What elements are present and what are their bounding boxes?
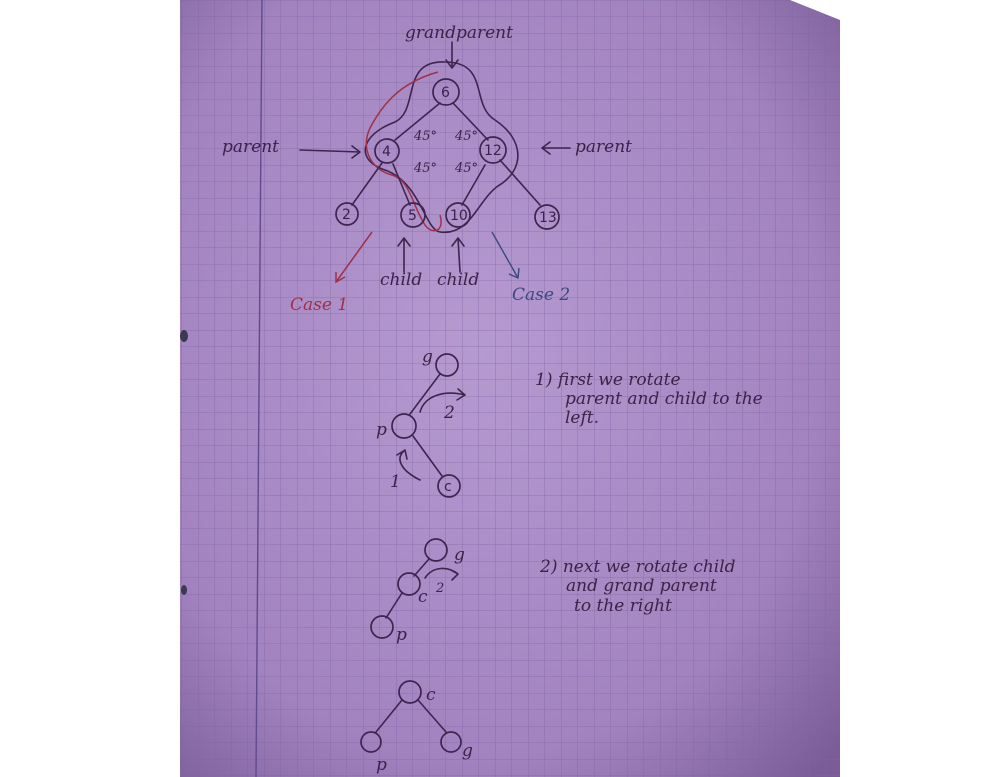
step3-c-label: c [426, 685, 436, 705]
rotation-step-1: g p c 2 1 1) first we rotate parent and … [376, 347, 763, 498]
rotation-result: c p g [360, 680, 473, 775]
step1-arrow-2: 2 [443, 403, 455, 423]
step1-note-line2: parent and child to the [565, 389, 763, 409]
angle-label: 45° [413, 129, 437, 144]
node-6: 6 [441, 85, 450, 101]
node-13: 13 [539, 210, 557, 226]
parent-left-label: parent [222, 137, 279, 157]
step2-note-line2: and grand parent [566, 576, 717, 596]
parent-right-label: parent [575, 137, 632, 157]
step1-g-label: g [422, 347, 433, 367]
node-5: 5 [408, 208, 417, 224]
paper-sheet [180, 0, 840, 777]
step2-g-label: g [454, 545, 465, 565]
step1-note-line3: left. [565, 408, 599, 428]
case-1-label: Case 1 [290, 295, 348, 315]
step1-note-line1: 1) first we rotate [535, 370, 681, 390]
node-2: 2 [342, 207, 351, 223]
child-right-label: child [437, 270, 479, 290]
child-left-label: child [380, 270, 422, 290]
step3-p-label: p [376, 755, 387, 775]
step2-c-label: c [418, 587, 428, 607]
rotation-step-2: g c p 2 2) next we rotate child and gran… [370, 538, 736, 645]
step2-note-line3: to the right [574, 596, 672, 616]
red-black-tree-diagram: grandparent 6 4 12 2 5 10 13 45° 45° 45°… [222, 23, 632, 315]
grandparent-label: grandparent [405, 23, 513, 43]
step2-arrow-2: 2 [435, 581, 444, 596]
angle-label: 45° [413, 161, 437, 176]
case-2-label: Case 2 [512, 285, 570, 305]
step1-c-label: c [444, 479, 452, 495]
node-12: 12 [484, 143, 502, 159]
angle-label: 45° [454, 129, 478, 144]
node-4: 4 [382, 144, 391, 160]
step1-p-label: p [376, 420, 387, 440]
step3-g-label: g [462, 741, 473, 761]
node-10: 10 [450, 208, 468, 224]
step1-arrow-1: 1 [390, 472, 401, 492]
step2-note-line1: 2) next we rotate child [539, 557, 736, 577]
step2-p-label: p [396, 625, 407, 645]
angle-label: 45° [454, 161, 478, 176]
